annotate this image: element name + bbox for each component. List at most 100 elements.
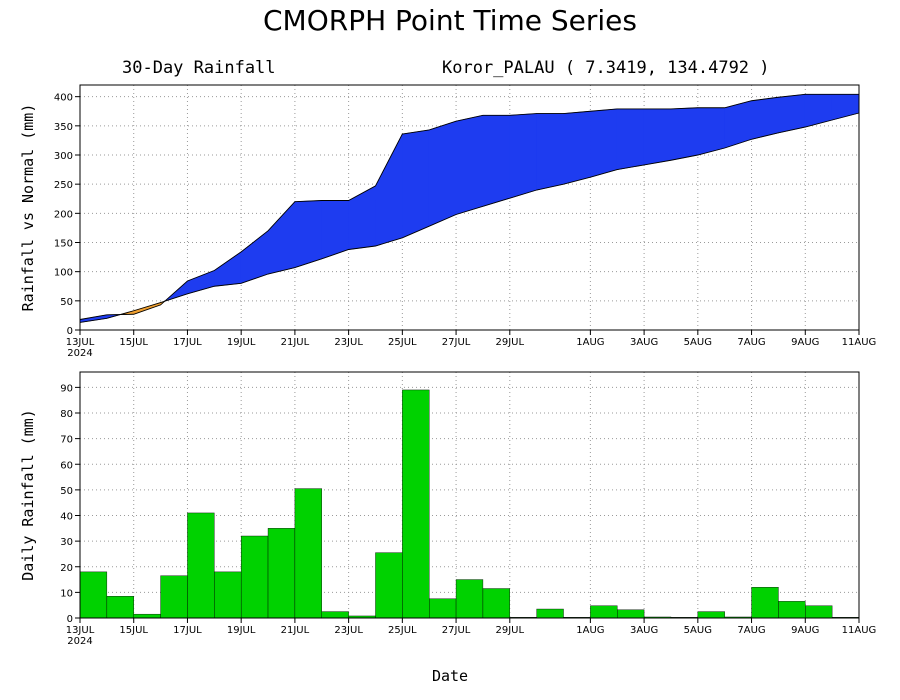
y-axis-label: Rainfall vs Normal (mm) xyxy=(19,104,37,312)
x-tick-label: 3AUG xyxy=(630,337,658,348)
plot-frame xyxy=(79,371,860,619)
chart-subtitle-left: 30-Day Rainfall xyxy=(122,58,276,78)
daily-rainfall-panel: 0 10 20 30 40 50 60 70 80 90 13JUL 15JUL 17JUL 19JUL 2… xyxy=(19,371,877,647)
y-tick-label: 350 xyxy=(54,122,73,133)
y-tick-label: 60 xyxy=(60,460,73,471)
y-tick-label: 0 xyxy=(67,614,73,625)
y-tick-label: 10 xyxy=(60,588,73,599)
daily-rainfall-bar xyxy=(106,596,134,619)
difference-band xyxy=(375,133,403,247)
difference-band xyxy=(778,93,806,134)
y-tick-label: 150 xyxy=(54,239,73,250)
x-tick-label: 25JUL xyxy=(388,625,417,636)
daily-rainfall-bar xyxy=(778,601,806,619)
x-tick-label: 27JUL xyxy=(442,337,471,348)
y-tick-label: 80 xyxy=(60,409,73,420)
difference-band xyxy=(804,94,833,128)
daily-rainfall-bar xyxy=(805,605,833,619)
difference-band xyxy=(643,108,672,166)
daily-rainfall-bar xyxy=(214,571,242,619)
y-tick-label: 40 xyxy=(60,512,73,523)
x-tick-label: 9AUG xyxy=(791,337,819,348)
x-tick-label: 11AUG xyxy=(842,625,877,636)
daily-rainfall-bar xyxy=(697,611,725,619)
difference-band xyxy=(536,113,564,191)
x-tick-label: 15JUL xyxy=(119,337,148,348)
daily-rainfall-bar xyxy=(267,528,296,619)
daily-rainfall-bar xyxy=(590,605,618,619)
daily-rainfall-bar xyxy=(133,613,161,619)
x-tick-label: 5AUG xyxy=(684,625,712,636)
y-tick-label: 70 xyxy=(60,435,73,446)
y-tick-label: 300 xyxy=(54,151,73,162)
difference-band xyxy=(751,96,779,140)
difference-band xyxy=(267,200,296,275)
daily-rainfall-bar xyxy=(536,608,564,619)
difference-band xyxy=(616,108,645,170)
daily-rainfall-bar xyxy=(751,587,779,619)
difference-band xyxy=(455,114,484,215)
daily-rainfall-bar xyxy=(240,535,269,619)
x-tick-label: 21JUL xyxy=(281,625,310,636)
x-tick-label: 29JUL xyxy=(496,625,525,636)
difference-band xyxy=(294,200,323,268)
chart-title: CMORPH Point Time Series xyxy=(263,4,637,37)
normal-series-line xyxy=(79,112,860,323)
x-tick-label: 7AUG xyxy=(737,337,765,348)
daily-rainfall-bar xyxy=(321,611,349,619)
plot-frame xyxy=(79,84,860,331)
x-tick-label: 23JUL xyxy=(334,625,363,636)
daily-rainfall-bar xyxy=(402,389,430,619)
daily-rainfall-bar xyxy=(482,588,510,619)
x-tick-label: 21JUL xyxy=(281,337,310,348)
y-tick-label: 250 xyxy=(54,180,73,191)
y-tick-label: 50 xyxy=(60,297,73,308)
difference-band xyxy=(670,107,699,161)
difference-band xyxy=(509,113,537,199)
x-tick-label: 7AUG xyxy=(737,625,765,636)
x-axis-label: Date xyxy=(432,667,468,685)
y-tick-label: 30 xyxy=(60,537,73,548)
x-tick-label: 15JUL xyxy=(119,625,148,636)
difference-band xyxy=(697,107,725,156)
daily-rainfall-bar xyxy=(160,575,188,619)
x-tick-year: 2024 xyxy=(67,636,92,647)
y-tick-label: 50 xyxy=(60,486,73,497)
chart-subtitle-right: Koror_PALAU ( 7.3419, 134.4792 ) xyxy=(442,58,770,78)
x-tick-label: 19JUL xyxy=(227,625,256,636)
x-tick-label: 9AUG xyxy=(791,625,819,636)
difference-band xyxy=(321,200,349,260)
x-tick-label: 17JUL xyxy=(173,337,202,348)
actual-series-line xyxy=(79,93,859,320)
x-tick-label: 27JUL xyxy=(442,625,471,636)
difference-band xyxy=(428,120,457,227)
x-tick-label: 23JUL xyxy=(334,337,363,348)
difference-band xyxy=(348,185,376,250)
x-tick-label: 1AUG xyxy=(576,337,604,348)
difference-band xyxy=(563,110,591,185)
x-tick-label: 17JUL xyxy=(173,625,202,636)
daily-rainfall-bar xyxy=(375,552,403,619)
y-tick-label: 20 xyxy=(60,563,73,574)
x-tick-label: 13JUL xyxy=(66,625,95,636)
y-tick-label: 90 xyxy=(60,383,73,394)
x-tick-year: 2024 xyxy=(67,348,92,359)
difference-band xyxy=(214,251,242,287)
y-tick-label: 0 xyxy=(67,326,73,337)
daily-rainfall-bar xyxy=(617,609,645,619)
daily-rainfall-bar xyxy=(455,579,484,619)
difference-band xyxy=(482,115,511,207)
y-axis-label: Daily Rainfall (mm) xyxy=(19,409,37,581)
x-tick-label: 5AUG xyxy=(684,337,712,348)
y-tick-label: 100 xyxy=(54,268,73,279)
daily-rainfall-bar xyxy=(79,571,108,619)
daily-rainfall-bar xyxy=(429,598,457,619)
y-tick-label: 400 xyxy=(54,93,73,104)
daily-rainfall-bar xyxy=(294,488,322,619)
difference-band xyxy=(402,129,430,239)
x-tick-label: 13JUL xyxy=(66,337,95,348)
x-tick-label: 25JUL xyxy=(388,337,417,348)
daily-rainfall-bar xyxy=(187,512,215,619)
x-tick-label: 1AUG xyxy=(576,625,604,636)
